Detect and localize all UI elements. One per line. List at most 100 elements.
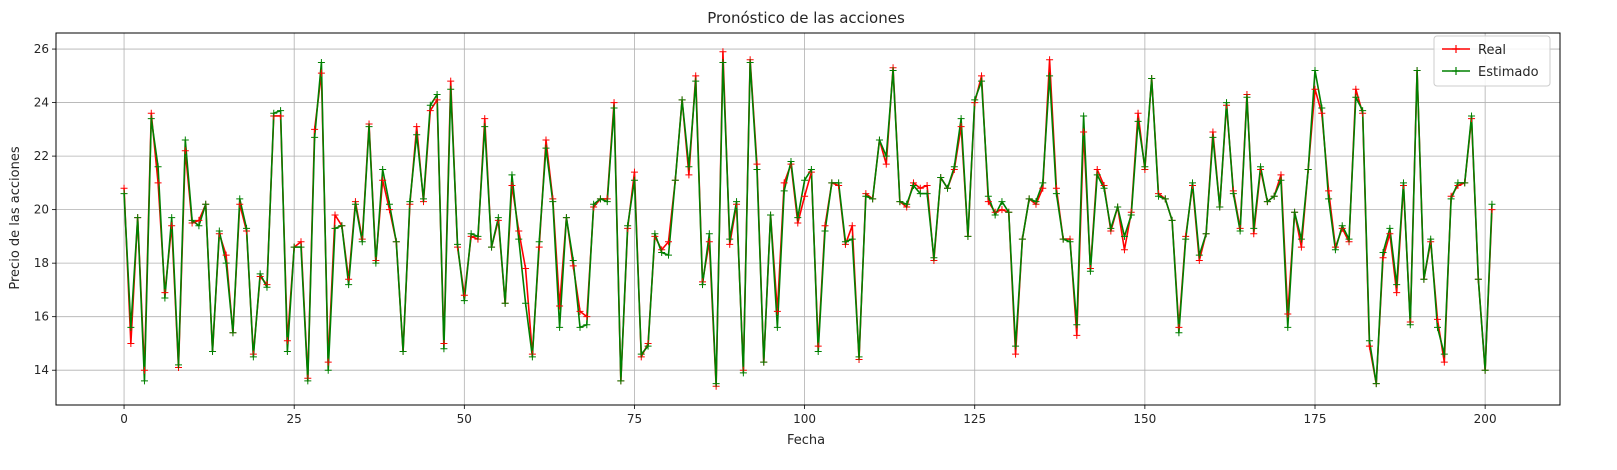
data-point-real	[583, 313, 591, 321]
data-point-estimado	[712, 380, 720, 388]
data-point-real	[413, 123, 421, 131]
data-point-estimado	[147, 115, 155, 123]
y-axis-ticks: 14 16 18 20 22 24 26	[34, 42, 56, 377]
data-point-estimado	[1318, 104, 1326, 112]
data-point-estimado	[501, 299, 509, 307]
data-point-estimado	[1229, 190, 1237, 198]
data-point-estimado	[127, 323, 135, 331]
data-point-estimado	[583, 321, 591, 329]
data-point-real	[780, 179, 788, 187]
x-tick-label: 200	[1474, 412, 1497, 426]
y-tick-label: 14	[34, 363, 49, 377]
legend-marker-estimado	[1452, 67, 1460, 75]
data-point-estimado	[236, 195, 244, 203]
data-point-estimado	[787, 157, 795, 165]
data-point-estimado	[896, 198, 904, 206]
data-point-estimado	[651, 230, 659, 238]
data-point-estimado	[699, 281, 707, 289]
y-tick-label: 22	[34, 149, 49, 163]
data-point-estimado	[1039, 179, 1047, 187]
data-point-estimado	[195, 222, 203, 230]
data-point-real	[1284, 310, 1292, 318]
data-point-estimado	[562, 214, 570, 222]
data-point-estimado	[542, 144, 550, 152]
data-point-estimado	[379, 165, 387, 173]
data-point-estimado	[807, 165, 815, 173]
data-point-estimado	[705, 230, 713, 238]
x-tick-label: 75	[627, 412, 642, 426]
legend: Real Estimado	[1433, 35, 1551, 87]
data-point-estimado	[1440, 350, 1448, 358]
data-point-real	[508, 182, 516, 190]
data-point-estimado	[140, 377, 148, 385]
data-point-estimado	[1025, 195, 1033, 203]
data-point-real	[1012, 350, 1020, 358]
data-point-real	[317, 69, 325, 77]
data-point-estimado	[209, 347, 217, 355]
data-point-estimado	[1168, 216, 1176, 224]
data-point-estimado	[971, 96, 979, 104]
data-point-real	[1073, 331, 1081, 339]
data-point-estimado	[596, 195, 604, 203]
data-point-estimado	[630, 176, 638, 184]
data-point-estimado	[1107, 224, 1115, 232]
data-point-estimado	[1005, 208, 1013, 216]
series-markers	[120, 48, 1496, 390]
data-point-real	[801, 192, 809, 200]
data-point-estimado	[964, 232, 972, 240]
data-point-real	[1434, 315, 1441, 323]
data-point-estimado	[1474, 275, 1482, 283]
data-point-estimado	[1406, 321, 1414, 329]
data-point-estimado	[1250, 224, 1258, 232]
data-point-estimado	[1331, 246, 1339, 254]
data-point-real	[127, 339, 135, 347]
data-point-estimado	[488, 243, 496, 251]
data-point-estimado	[1216, 203, 1224, 211]
data-point-real	[324, 358, 332, 366]
y-tick-label: 26	[34, 42, 49, 56]
series-line-estimado	[123, 61, 1493, 385]
data-point-real	[576, 307, 584, 315]
data-point-real	[542, 136, 550, 144]
data-point-estimado	[1182, 235, 1190, 243]
data-point-estimado	[1270, 192, 1278, 200]
data-point-estimado	[569, 256, 577, 264]
data-point-estimado	[419, 195, 427, 203]
data-point-real	[923, 182, 931, 190]
data-point-estimado	[304, 377, 312, 385]
legend-label-real: Real	[1478, 43, 1506, 58]
data-point-estimado	[1399, 179, 1407, 187]
data-point-estimado	[719, 58, 727, 66]
data-point-estimado	[624, 222, 632, 230]
data-point-real	[379, 176, 387, 184]
data-point-estimado	[746, 58, 754, 66]
data-point-real	[957, 123, 965, 131]
data-point-estimado	[760, 358, 768, 366]
data-point-estimado	[447, 85, 455, 93]
data-point-estimado	[1359, 107, 1367, 115]
data-point-estimado	[767, 211, 775, 219]
data-point-estimado	[991, 211, 999, 219]
data-point-estimado	[222, 259, 230, 267]
data-point-estimado	[1120, 232, 1128, 240]
data-point-estimado	[664, 251, 672, 259]
data-point-estimado	[181, 136, 189, 144]
data-point-estimado	[1080, 112, 1088, 120]
data-point-estimado	[1127, 211, 1135, 219]
data-point-estimado	[283, 347, 291, 355]
data-point-real	[556, 302, 564, 310]
data-point-estimado	[753, 165, 761, 173]
data-point-estimado	[426, 101, 434, 109]
data-point-estimado	[1114, 203, 1122, 211]
data-point-real	[447, 77, 455, 85]
data-point-real	[1325, 187, 1333, 195]
data-point-estimado	[1372, 380, 1380, 388]
data-point-real	[515, 227, 523, 235]
data-point-real	[181, 147, 189, 155]
data-point-estimado	[297, 243, 305, 251]
x-tick-label: 150	[1133, 412, 1156, 426]
x-axis-title: Fecha	[787, 433, 825, 448]
data-point-estimado	[413, 131, 421, 139]
x-tick-label: 50	[457, 412, 472, 426]
data-point-estimado	[229, 329, 237, 337]
